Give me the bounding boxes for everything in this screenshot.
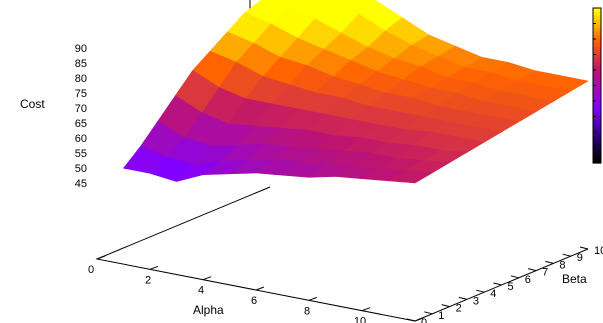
y-tick-label: 6 xyxy=(525,274,531,286)
color-scale-step xyxy=(593,46,601,52)
y-axis-title: Beta xyxy=(562,272,587,286)
z-axis-title: Cost xyxy=(20,97,45,111)
z-tick-label: 55 xyxy=(75,148,87,160)
y-tick-mark xyxy=(424,311,433,315)
x-tick-mark xyxy=(202,276,212,281)
color-scale-step xyxy=(593,124,601,129)
color-scale-step xyxy=(593,101,601,106)
y-tick-mark xyxy=(458,296,468,300)
color-scale-step xyxy=(593,93,601,98)
color-scale-step xyxy=(593,66,601,71)
y-tick-mark xyxy=(545,260,554,264)
y-tick-label: 8 xyxy=(559,259,565,271)
x-tick-label: 8 xyxy=(304,305,310,317)
color-scale-step xyxy=(593,89,601,94)
x-tick-mark xyxy=(414,317,424,322)
y-tick-mark xyxy=(493,282,502,286)
color-scale-step xyxy=(593,54,601,59)
z-tick-label: 70 xyxy=(75,103,87,115)
y-tick-label: 1 xyxy=(438,310,444,322)
y-tick-label: 3 xyxy=(473,295,479,307)
y-tick-mark xyxy=(476,289,485,293)
x-tick-label: 2 xyxy=(145,274,151,286)
surface-patch xyxy=(387,170,434,184)
x-tick-mark xyxy=(96,255,106,260)
x-axis-title: Alpha xyxy=(193,303,224,317)
x-tick-label: 10 xyxy=(354,316,366,323)
color-scale-step xyxy=(593,42,601,48)
z-tick-label: 85 xyxy=(75,58,87,70)
color-scale-step xyxy=(593,58,601,63)
color-scale-step xyxy=(593,62,601,67)
y-tick-label: 9 xyxy=(577,252,583,264)
color-scale-step xyxy=(593,23,601,28)
color-scale-step xyxy=(593,81,601,87)
color-scale-step xyxy=(593,135,601,141)
z-tick-label: 75 xyxy=(75,88,87,100)
color-scale-step xyxy=(593,128,601,133)
y-tick-mark xyxy=(441,304,450,308)
color-scale-step xyxy=(593,15,601,21)
color-scale-step xyxy=(593,85,601,90)
color-scale-step xyxy=(593,108,601,114)
z-tick-label: 60 xyxy=(75,133,87,145)
z-tick-label: 80 xyxy=(75,73,87,85)
x-tick-mark xyxy=(361,307,371,312)
color-scale-step xyxy=(593,97,601,102)
color-scale-step xyxy=(593,39,601,44)
color-scale-step xyxy=(593,35,601,40)
color-scale-step xyxy=(593,50,601,56)
color-scale-step xyxy=(593,143,601,149)
y-tick-mark xyxy=(562,253,571,257)
color-scale-step xyxy=(593,73,601,79)
y-tick-label: 2 xyxy=(456,303,462,315)
color-scale-step xyxy=(593,120,601,125)
y-tick-mark xyxy=(579,246,589,250)
color-scale-step xyxy=(593,27,601,32)
x-tick-mark xyxy=(255,286,265,291)
z-tick-label: 45 xyxy=(75,178,87,190)
color-scale-step xyxy=(593,151,601,156)
y-tick-label: 0 xyxy=(421,317,427,323)
color-scale-step xyxy=(593,159,601,164)
y-tick-mark xyxy=(510,275,519,279)
color-scale-step xyxy=(593,31,601,36)
x-tick-label: 4 xyxy=(198,285,204,297)
y-tick-label: 5 xyxy=(508,281,514,293)
color-scale-step xyxy=(593,116,601,121)
x-tick-label: 6 xyxy=(251,295,257,307)
color-scale-step xyxy=(593,112,601,118)
z-tick-label: 65 xyxy=(75,118,87,130)
color-scale-step xyxy=(593,132,601,137)
x-tick-mark xyxy=(308,296,318,301)
y-tick-mark xyxy=(527,268,537,272)
color-scale-step xyxy=(593,139,601,145)
y-tick-label: 4 xyxy=(490,288,496,300)
x-tick-mark xyxy=(149,265,159,270)
color-scale-step xyxy=(593,104,601,110)
color-scale-step xyxy=(593,19,601,25)
surface-mesh xyxy=(122,0,589,184)
color-scale-step xyxy=(593,77,601,83)
y-tick-mark xyxy=(406,318,416,322)
axis-ticks: 0246810120123456789104550556065707580859… xyxy=(75,43,603,323)
z-tick-label: 90 xyxy=(75,43,87,55)
color-scale-step xyxy=(593,70,601,75)
color-scale-step xyxy=(593,147,601,152)
z-tick-label: 50 xyxy=(75,163,87,175)
color-scale-step xyxy=(593,155,601,160)
x-tick-label: 0 xyxy=(88,264,94,276)
color-scale-step xyxy=(593,11,601,17)
y-tick-label: 7 xyxy=(542,267,548,279)
color-scale-bar xyxy=(592,7,602,164)
y-tick-label: 10 xyxy=(594,245,603,257)
color-scale-step xyxy=(593,8,601,13)
